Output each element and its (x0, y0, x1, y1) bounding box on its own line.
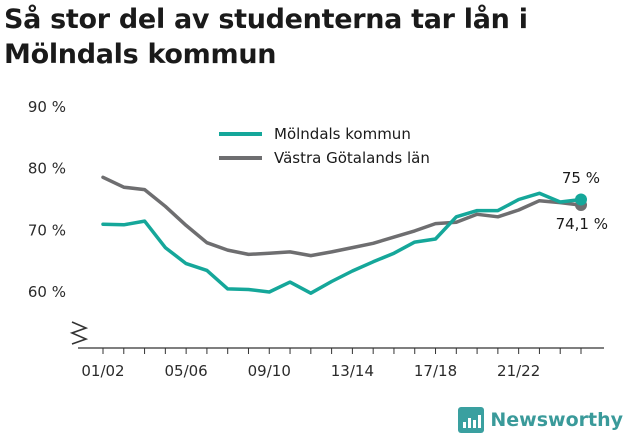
brand-logo[interactable]: Newsworthy (458, 407, 623, 433)
legend-label: Västra Götalands län (274, 149, 430, 167)
x-tick-label: 05/06 (165, 362, 208, 380)
newsworthy-logo-icon (458, 407, 485, 433)
legend-label: Mölndals kommun (274, 125, 411, 143)
x-tick-label: 21/22 (497, 362, 540, 380)
x-tick-label: 01/02 (81, 362, 124, 380)
y-axis: 60 % 70 % 80 % 90 % (28, 98, 89, 345)
series-end-label: 74,1 % (556, 215, 608, 233)
x-tick-label: 13/14 (331, 362, 374, 380)
y-tick-label: 60 % (28, 283, 66, 301)
series-lines (101, 175, 587, 295)
x-tick-label: 09/10 (248, 362, 291, 380)
series-line (101, 175, 583, 258)
y-tick-label: 70 % (28, 221, 66, 239)
end-labels: 75 % 74,1 % (556, 169, 608, 233)
axis-break-icon (69, 321, 89, 345)
chart-title: Så stor del av studenterna tar lån i Möl… (4, 4, 528, 70)
series-end-point (575, 193, 587, 206)
series-line (101, 191, 583, 295)
legend: Mölndals kommun Västra Götalands län (219, 125, 430, 167)
y-tick-label: 90 % (28, 98, 66, 116)
series-end-label: 75 % (562, 169, 600, 187)
y-tick-label: 80 % (28, 160, 66, 178)
brand-name: Newsworthy (490, 409, 623, 431)
x-axis: 01/02 05/06 09/10 13/14 17/18 21/22 (78, 347, 604, 380)
x-tick-label: 17/18 (414, 362, 457, 380)
